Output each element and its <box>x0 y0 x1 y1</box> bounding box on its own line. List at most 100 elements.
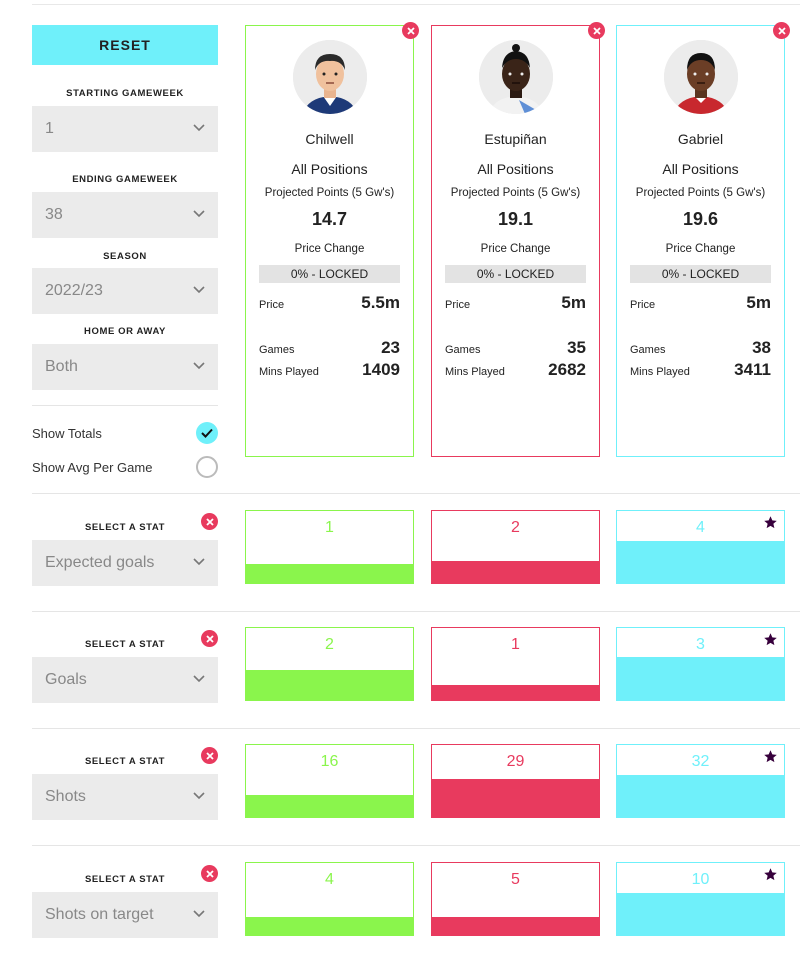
stat-value-box: 2 <box>245 627 414 701</box>
starting-gameweek-select[interactable]: 1 <box>32 106 218 152</box>
divider <box>32 611 800 612</box>
home-or-away-value: Both <box>45 358 78 375</box>
chevron-down-icon <box>193 362 205 370</box>
checkmark-icon[interactable] <box>196 422 218 444</box>
stat-bar-fill <box>246 670 413 700</box>
remove-stat-button[interactable] <box>201 513 218 530</box>
mins-row: Mins Played 2682 <box>445 360 586 380</box>
projected-points-label: Projected Points (5 Gw's) <box>635 187 766 199</box>
stat-value: 5 <box>511 871 520 888</box>
stat-bar-fill <box>432 779 599 817</box>
games-label: Games <box>445 344 481 356</box>
select-a-stat-label: SELECT A STAT <box>84 756 166 767</box>
remove-player-button[interactable] <box>773 22 790 39</box>
price-value: 5m <box>561 293 586 312</box>
games-row: Games 38 <box>630 338 771 358</box>
stat-value-box: 16 <box>245 744 414 818</box>
mins-value: 2682 <box>548 360 586 379</box>
mins-row: Mins Played 1409 <box>259 360 400 380</box>
player-avatar <box>664 40 738 114</box>
stat-value-box: 4 <box>616 510 785 584</box>
starting-gameweek-value: 1 <box>45 120 54 137</box>
games-value: 38 <box>752 338 771 357</box>
stat-select-value: Goals <box>45 671 87 688</box>
player-positions: All Positions <box>662 161 739 177</box>
chevron-down-icon <box>193 124 205 132</box>
close-icon <box>205 517 214 526</box>
divider <box>32 493 800 494</box>
stat-select[interactable]: Shots <box>32 774 218 820</box>
player-card: Chilwell All Positions Projected Points … <box>245 25 414 457</box>
show-avg-label: Show Avg Per Game <box>32 459 153 475</box>
ending-gameweek-value: 38 <box>45 206 63 223</box>
stat-bar-fill <box>617 657 784 700</box>
stat-value-box: 10 <box>616 862 785 936</box>
select-a-stat-label: SELECT A STAT <box>84 522 166 533</box>
star-icon <box>764 633 777 646</box>
stat-value-box: 2 <box>431 510 600 584</box>
stat-value: 10 <box>691 871 710 888</box>
stat-select-value: Expected goals <box>45 554 155 571</box>
remove-stat-button[interactable] <box>201 747 218 764</box>
remove-stat-button[interactable] <box>201 630 218 647</box>
close-icon <box>205 751 214 760</box>
stat-value: 1 <box>511 636 520 653</box>
stat-bar-fill <box>617 775 784 817</box>
star-icon <box>764 516 777 529</box>
ending-gameweek-select[interactable]: 38 <box>32 192 218 238</box>
player-positions: All Positions <box>291 161 368 177</box>
season-select[interactable]: 2022/23 <box>32 268 218 314</box>
player-name: Gabriel <box>677 131 724 147</box>
stat-bar-fill <box>617 541 784 583</box>
player-positions: All Positions <box>477 161 554 177</box>
stat-value: 2 <box>325 636 334 653</box>
radio-empty-icon[interactable] <box>196 456 218 478</box>
stat-value-box: 32 <box>616 744 785 818</box>
mins-label: Mins Played <box>445 366 505 378</box>
stat-value: 32 <box>691 753 710 770</box>
show-totals-toggle[interactable]: Show Totals <box>32 421 218 445</box>
price-label: Price <box>630 299 656 311</box>
price-change-value: 0% - LOCKED <box>445 265 586 283</box>
games-value: 23 <box>381 338 400 357</box>
close-icon <box>205 869 214 878</box>
select-a-stat-label: SELECT A STAT <box>84 874 166 885</box>
stat-value-box: 29 <box>431 744 600 818</box>
stat-value: 4 <box>325 871 334 888</box>
chevron-down-icon <box>193 558 205 566</box>
price-change-value: 0% - LOCKED <box>630 265 771 283</box>
player-avatar <box>293 40 367 114</box>
price-row: Price 5.5m <box>259 293 400 313</box>
remove-player-button[interactable] <box>402 22 419 39</box>
price-label: Price <box>259 299 285 311</box>
games-row: Games 35 <box>445 338 586 358</box>
close-icon <box>777 26 786 35</box>
home-or-away-select[interactable]: Both <box>32 344 218 390</box>
reset-button[interactable]: RESET <box>32 25 218 65</box>
season-label: SEASON <box>103 251 147 262</box>
projected-points-label: Projected Points (5 Gw's) <box>450 187 581 199</box>
remove-stat-button[interactable] <box>201 865 218 882</box>
games-label: Games <box>259 344 295 356</box>
games-label: Games <box>630 344 666 356</box>
ending-gameweek-label: ENDING GAMEWEEK <box>72 174 178 185</box>
price-row: Price 5m <box>445 293 586 313</box>
show-avg-toggle[interactable]: Show Avg Per Game <box>32 455 218 479</box>
price-value: 5m <box>746 293 771 312</box>
projected-points-value: 14.7 <box>311 209 348 229</box>
chevron-down-icon <box>193 286 205 294</box>
chevron-down-icon <box>193 910 205 918</box>
remove-player-button[interactable] <box>588 22 605 39</box>
star-icon <box>764 750 777 763</box>
games-row: Games 23 <box>259 338 400 358</box>
top-divider <box>32 4 800 5</box>
stat-select[interactable]: Expected goals <box>32 540 218 586</box>
price-label: Price <box>445 299 471 311</box>
starting-gameweek-label: STARTING GAMEWEEK <box>66 88 184 99</box>
stat-select[interactable]: Goals <box>32 657 218 703</box>
mins-label: Mins Played <box>259 366 319 378</box>
stat-select[interactable]: Shots on target <box>32 892 218 938</box>
select-a-stat-label: SELECT A STAT <box>84 639 166 650</box>
player-card: Estupiñan All Positions Projected Points… <box>431 25 600 457</box>
close-icon <box>406 26 415 35</box>
